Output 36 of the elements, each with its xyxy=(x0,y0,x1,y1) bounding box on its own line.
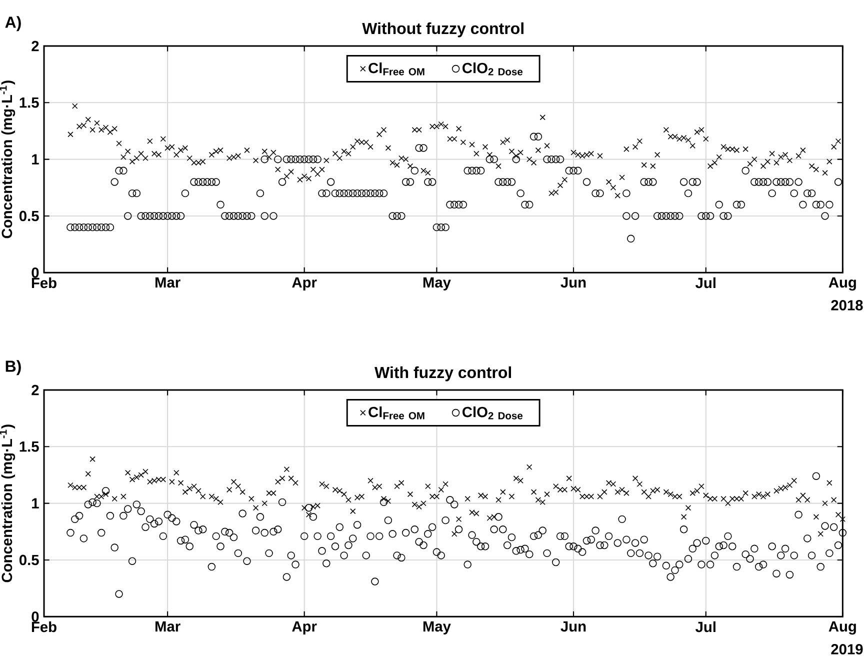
x-axis-title: 2019 xyxy=(831,644,863,654)
text: B) xyxy=(6,360,21,376)
legend-label: $\mathbf{ClO}_{\mathbf{2\ Dose}}$ xyxy=(462,62,523,76)
y-tick-label: 2 xyxy=(32,40,39,52)
text: A) xyxy=(5,16,21,32)
legend-label: $\mathbf{Cl}_{\mathbf{Free\ OM}}$ xyxy=(368,62,424,76)
x-tick-label: Jul xyxy=(696,621,716,632)
x-tick-label: Mar xyxy=(156,621,180,632)
x-tick-label: Aug xyxy=(828,621,856,635)
y-tick-label: 1 xyxy=(32,498,39,508)
chart-title: Without fuzzy control xyxy=(362,22,524,38)
y-tick-label: 0 xyxy=(32,611,39,622)
chart-title: With fuzzy control xyxy=(374,366,511,382)
y-tick-label: 1 xyxy=(32,154,39,164)
x-tick-label: Apr xyxy=(292,621,317,634)
y-tick-label: 2 xyxy=(32,384,39,396)
y-tick-label: 0.5 xyxy=(19,554,39,566)
x-tick-label: May xyxy=(423,277,451,290)
x-tick-label: Mar xyxy=(156,277,180,288)
x-tick-label: Jul xyxy=(696,277,716,288)
x-tick-label: May xyxy=(423,621,451,634)
legend-label: $\mathbf{ClO}_{\mathbf{2\ Dose}}$ xyxy=(462,406,523,420)
y-axis-title: Concentration (mg·L$^{-1}$) xyxy=(0,80,16,238)
x-tick-label: Jun xyxy=(560,277,586,288)
y-axis-title: Concentration (mg·L$^{-1}$) xyxy=(0,424,16,582)
x-axis-title: 2018 xyxy=(831,300,863,310)
x-tick-label: Feb xyxy=(32,621,56,632)
y-tick-label: 1.5 xyxy=(20,442,39,452)
legend-label: $\mathbf{Cl}_{\mathbf{Free\ OM}}$ xyxy=(368,406,424,420)
x-tick-label: Feb xyxy=(32,277,56,288)
x-tick-label: Jun xyxy=(560,621,586,632)
y-tick-label: 0.5 xyxy=(19,210,39,222)
x-tick-label: Apr xyxy=(292,277,317,290)
x-tick-label: Aug xyxy=(828,277,856,291)
y-tick-label: 0 xyxy=(32,267,39,278)
y-tick-label: 1.5 xyxy=(20,98,39,108)
